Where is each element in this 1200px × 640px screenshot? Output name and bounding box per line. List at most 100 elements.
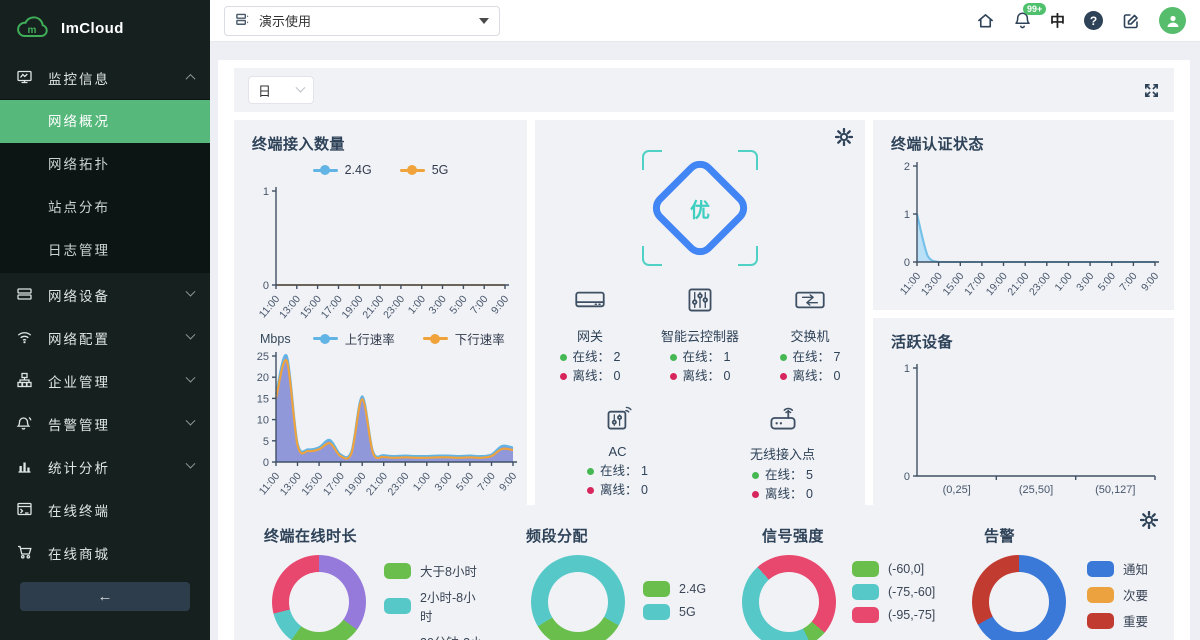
svg-text:21:00: 21:00 <box>1005 270 1031 298</box>
help-icon[interactable]: ? <box>1084 11 1103 30</box>
chevron-down-icon <box>295 82 306 93</box>
svg-text:13:00: 13:00 <box>278 470 304 498</box>
svg-text:3:00: 3:00 <box>432 470 454 493</box>
y-axis-unit-label: Mbps <box>260 331 291 346</box>
svg-text:2: 2 <box>904 161 910 173</box>
legend-label: 5G <box>431 163 449 177</box>
legend-item[interactable]: 5G <box>643 604 706 620</box>
settings-gear-icon[interactable] <box>1139 510 1159 534</box>
legend-item[interactable]: 通知 <box>1087 559 1148 578</box>
sidebar-item-online-mall[interactable]: 在线商城 <box>0 531 210 574</box>
fullscreen-icon[interactable] <box>1143 82 1160 99</box>
sidebar-item-online-terminals[interactable]: 在线终端 <box>0 488 210 531</box>
device-name: 交换机 <box>790 329 830 344</box>
scope-select[interactable]: 演示使用 <box>224 5 500 36</box>
device-offline-count: 离线： 0 <box>559 367 620 386</box>
device-offline-count: 离线： 0 <box>587 481 648 500</box>
svg-text:15:00: 15:00 <box>298 293 324 321</box>
sidebar-item-label: 告警管理 <box>48 417 110 433</box>
svg-text:25: 25 <box>257 351 269 363</box>
chart-legend: 大于8小时 2小时-8小时 30分钟-2小时 <box>384 561 484 640</box>
alarms-donut-chart <box>972 555 1066 640</box>
legend-item[interactable]: 上行速率 <box>312 329 395 348</box>
scope-select-value: 演示使用 <box>259 14 312 29</box>
svg-text:15:00: 15:00 <box>299 470 325 498</box>
svg-text:23:00: 23:00 <box>1027 270 1053 298</box>
legend-item[interactable]: 2.4G <box>312 163 372 177</box>
legend-label: 次要 <box>1123 589 1149 603</box>
svg-text:11:00: 11:00 <box>898 270 924 297</box>
legend-swatch <box>384 598 411 614</box>
sidebar-item-alarm-mgmt[interactable]: 告警管理 <box>0 402 210 445</box>
period-select[interactable]: 日 <box>248 76 314 104</box>
legend-item[interactable]: 5G <box>399 163 449 177</box>
svg-text:13:00: 13:00 <box>919 270 945 298</box>
online-duration-donut-chart <box>272 555 366 640</box>
sidebar-item-network-devices[interactable]: 网络设备 <box>0 273 210 316</box>
user-avatar[interactable] <box>1159 7 1186 34</box>
legend-item[interactable]: (-60,0] <box>852 561 935 577</box>
legend-label: 大于8小时 <box>420 565 477 579</box>
legend-item[interactable]: 重要 <box>1087 611 1148 630</box>
notifications-bell-icon[interactable]: 99+ <box>1014 3 1047 30</box>
sidebar-item-label: 监控信息 <box>48 71 110 87</box>
device-status-row: 网关 在线： 2 离线： 0 智能云控制器 在线： 1 离线： 0 交换机 在线… <box>535 284 865 386</box>
legend-item[interactable]: 大于8小时 <box>384 561 484 580</box>
sidebar-subitem[interactable]: 站点分布 <box>48 200 110 215</box>
legend-item[interactable]: (-95,-75] <box>852 607 935 623</box>
device-online-count: 在线： 1 <box>587 462 648 481</box>
sidebar-item-monitoring[interactable]: 监控信息 <box>0 56 210 99</box>
sidebar-collapse-button[interactable]: ← <box>20 582 190 611</box>
sidebar-item-network-config[interactable]: 网络配置 <box>0 316 210 359</box>
legend-swatch <box>852 561 879 577</box>
legend-item[interactable]: 30分钟-2小时 <box>384 632 484 640</box>
sidebar-subitem[interactable]: 网络拓扑 <box>48 157 110 172</box>
sidebar-subitem[interactable]: 网络概况 <box>0 100 210 143</box>
svg-text:23:00: 23:00 <box>386 470 412 498</box>
svg-text:5:00: 5:00 <box>454 470 476 493</box>
settings-gear-icon[interactable] <box>834 127 854 151</box>
device-name: AC <box>608 444 627 459</box>
legend-item[interactable]: (-75,-60] <box>852 584 935 600</box>
device-offline-count: 离线： 0 <box>752 485 813 504</box>
health-grade-text: 优 <box>690 199 710 222</box>
legend-label: 2.4G <box>679 582 707 596</box>
sidebar-subitem[interactable]: 日志管理 <box>48 243 110 258</box>
svg-text:9:00: 9:00 <box>497 470 519 493</box>
svg-text:15: 15 <box>257 393 269 405</box>
topbar: 演示使用 99+ 中 ? <box>210 0 1200 42</box>
svg-text:(25,50]: (25,50] <box>1019 484 1053 496</box>
stats-icon <box>16 458 34 475</box>
svg-text:20: 20 <box>257 372 269 384</box>
sidebar-item-stats[interactable]: 统计分析 <box>0 445 210 488</box>
panel-title: 终端接入数量 <box>252 136 346 153</box>
legend-item[interactable]: 次要 <box>1087 585 1148 604</box>
online-dot <box>559 354 567 361</box>
app-title: ImCloud <box>61 19 124 37</box>
sidebar-item-enterprise[interactable]: 企业管理 <box>0 359 210 402</box>
sidebar-item-label: 在线商城 <box>48 546 110 562</box>
device-icon <box>16 286 34 303</box>
device-status-item: AC 在线： 1 离线： 0 <box>535 402 700 504</box>
legend-marker <box>312 168 338 172</box>
sidebar-item-label: 网络设备 <box>48 288 110 304</box>
dashboard-toolbar: 日 <box>234 68 1174 112</box>
cart-icon <box>16 544 34 561</box>
svg-text:11:00: 11:00 <box>257 293 283 320</box>
legend-item[interactable]: 2.4G <box>643 581 706 597</box>
chevron-down-icon <box>185 372 196 383</box>
chart-legend: 2.4G 5G <box>234 163 527 177</box>
legend-label: (-75,-60] <box>888 585 936 599</box>
offline-dot <box>587 487 595 494</box>
cloud-logo-icon: m <box>17 16 48 37</box>
legend-item[interactable]: 2小时-8小时 <box>384 587 484 625</box>
legend-item[interactable]: 下行速率 <box>422 329 505 348</box>
svg-text:1: 1 <box>263 186 269 198</box>
panel-title: 活跃设备 <box>891 334 954 351</box>
feedback-edit-icon[interactable] <box>1122 12 1140 30</box>
chart-legend: (-60,0] (-75,-60] (-95,-75] <box>852 561 935 623</box>
online-dot <box>669 354 677 361</box>
svg-text:3:00: 3:00 <box>426 293 448 316</box>
language-switch-icon[interactable]: 中 <box>1049 13 1065 30</box>
home-icon[interactable] <box>976 12 995 30</box>
